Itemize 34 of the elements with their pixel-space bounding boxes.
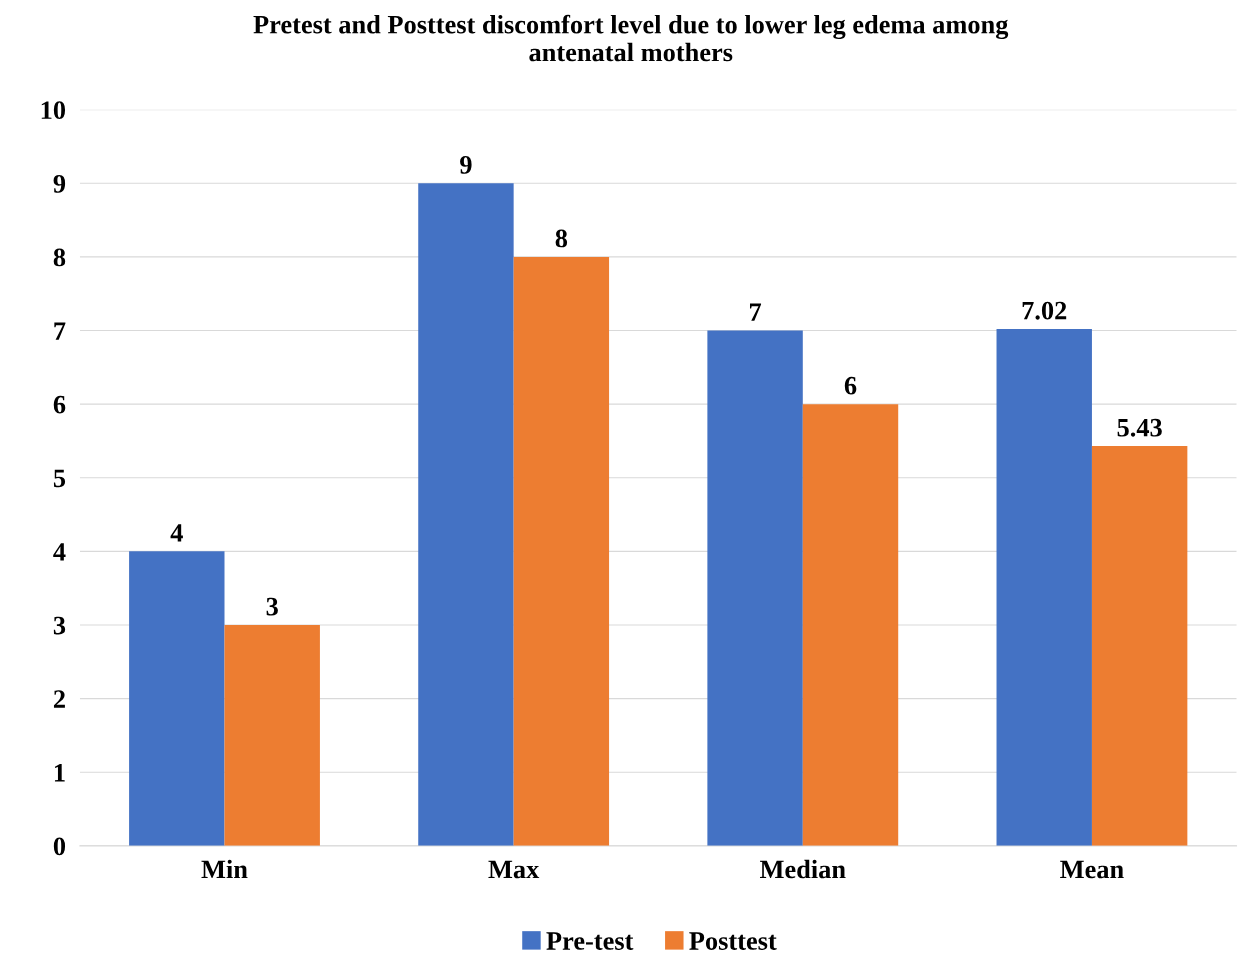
y-tick-label: 5 xyxy=(53,469,66,488)
data-label: 6 xyxy=(844,376,857,395)
legend-label: Posttest xyxy=(689,932,777,950)
y-tick-label: 3 xyxy=(53,616,66,635)
y-tick-label: 0 xyxy=(53,837,66,856)
bar xyxy=(513,256,610,846)
y-tick-label: 2 xyxy=(53,690,65,708)
y-tick-label: 10 xyxy=(41,101,66,120)
y-tick-label: 6 xyxy=(53,395,66,414)
bar xyxy=(1091,446,1188,846)
bar xyxy=(996,329,1092,846)
x-tick-label: Median xyxy=(760,859,846,879)
bar xyxy=(129,551,225,846)
data-label: 7.02 xyxy=(1022,301,1067,320)
y-tick-label: 7 xyxy=(54,322,66,340)
data-label: 4 xyxy=(170,524,183,542)
x-tick-label: Mean xyxy=(1060,860,1124,879)
bar xyxy=(418,183,514,846)
y-tick-label: 4 xyxy=(53,543,66,561)
legend-label: Pre-test xyxy=(546,932,634,950)
data-label: 5.43 xyxy=(1117,418,1162,437)
chart-title: Pretest and Posttest discomfort level due to lower leg edema among antenatal mothers xyxy=(253,14,1009,62)
data-label: 7 xyxy=(750,303,762,321)
bar xyxy=(224,624,320,846)
y-tick-label: 1 xyxy=(54,763,65,782)
bar xyxy=(707,330,803,846)
y-tick-label: 9 xyxy=(53,174,66,193)
data-label: 9 xyxy=(460,156,472,174)
x-tick-label: Max xyxy=(488,860,540,879)
data-label: 8 xyxy=(555,229,568,248)
bar xyxy=(802,404,899,846)
y-tick-label: 8 xyxy=(53,248,66,267)
data-label: 3 xyxy=(266,597,278,616)
x-tick-label: Min xyxy=(201,859,248,879)
